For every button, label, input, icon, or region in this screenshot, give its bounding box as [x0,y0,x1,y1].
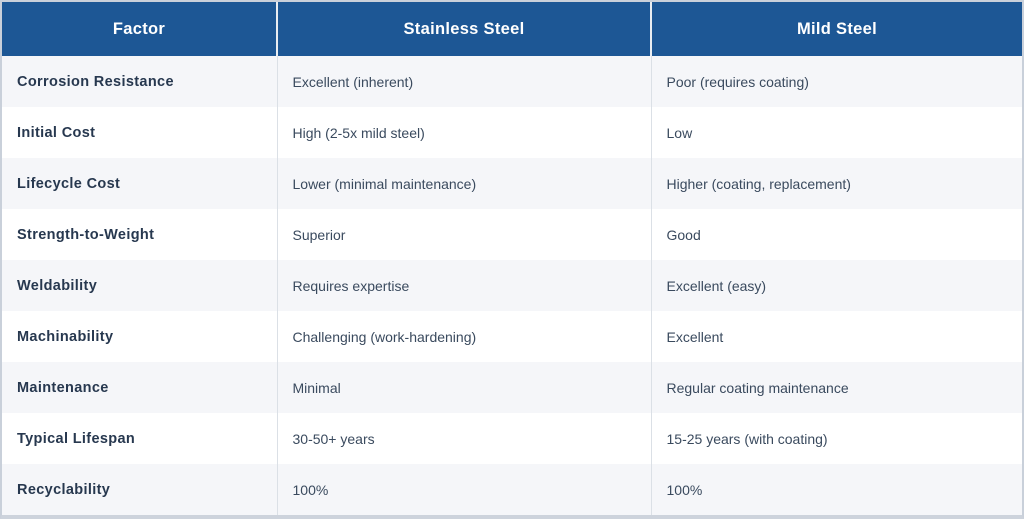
mild-steel-cell: Regular coating maintenance [650,362,1022,413]
stainless-steel-cell: Superior [276,209,651,260]
mild-steel-cell: Excellent (easy) [650,260,1022,311]
stainless-steel-cell: 30-50+ years [276,413,651,464]
mild-steel-cell: Low [650,107,1022,158]
table-row-corrosion-resistance: Corrosion Resistance Excellent (inherent… [2,56,1022,107]
table-row-machinability: Machinability Challenging (work-hardenin… [2,311,1022,362]
table-header: Factor Stainless Steel Mild Steel [2,2,1022,56]
stainless-steel-cell: Minimal [276,362,651,413]
table-row-strength-to-weight: Strength-to-Weight Superior Good [2,209,1022,260]
stainless-steel-cell: Requires expertise [276,260,651,311]
table-body: Corrosion Resistance Excellent (inherent… [2,56,1022,515]
stainless-steel-cell: High (2-5x mild steel) [276,107,651,158]
factor-cell: Weldability [17,277,98,294]
column-header-stainless-steel: Stainless Steel [276,2,651,56]
stainless-steel-cell: Excellent (inherent) [276,56,651,107]
mild-steel-cell: 100% [650,464,1022,515]
table-row-typical-lifespan: Typical Lifespan 30-50+ years 15-25 year… [2,413,1022,464]
factor-cell: Corrosion Resistance [17,73,174,90]
factor-cell: Typical Lifespan [17,430,136,447]
factor-cell: Initial Cost [17,124,96,141]
mild-steel-cell: Poor (requires coating) [650,56,1022,107]
factor-cell: Machinability [17,328,114,345]
table-row-maintenance: Maintenance Minimal Regular coating main… [2,362,1022,413]
factor-cell: Strength-to-Weight [17,226,155,243]
mild-steel-cell: Good [650,209,1022,260]
mild-steel-cell: 15-25 years (with coating) [650,413,1022,464]
table-row-initial-cost: Initial Cost High (2-5x mild steel) Low [2,107,1022,158]
mild-steel-cell: Excellent [650,311,1022,362]
stainless-steel-cell: Challenging (work-hardening) [276,311,651,362]
factor-cell: Maintenance [17,379,109,396]
stainless-steel-cell: 100% [276,464,651,515]
header-row: Factor Stainless Steel Mild Steel [2,2,1022,56]
factor-cell: Lifecycle Cost [17,175,121,192]
column-header-factor: Factor [2,2,277,56]
table-row-weldability: Weldability Requires expertise Excellent… [2,260,1022,311]
table-row-recyclability: Recyclability 100% 100% [2,464,1022,515]
factor-cell: Recyclability [17,481,111,498]
stainless-steel-cell: Lower (minimal maintenance) [276,158,651,209]
mild-steel-cell: Higher (coating, replacement) [650,158,1022,209]
column-header-mild-steel: Mild Steel [650,2,1022,56]
table-row-lifecycle-cost: Lifecycle Cost Lower (minimal maintenanc… [2,158,1022,209]
